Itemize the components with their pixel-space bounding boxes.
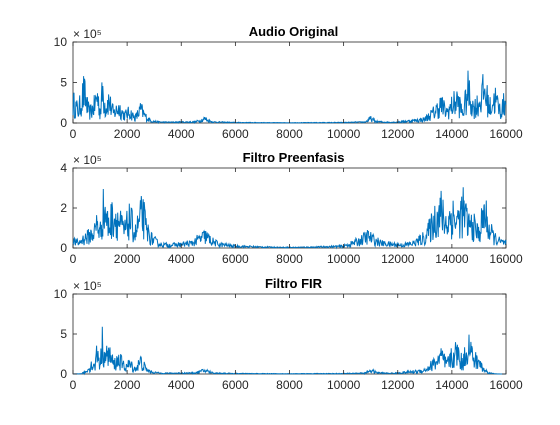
x-tick-label: 16000	[489, 378, 523, 392]
y-tick-label: 2	[60, 201, 67, 215]
x-tick-label: 16000	[489, 252, 523, 266]
x-tick-label: 6000	[222, 127, 249, 141]
subplot-title: Filtro Preenfasis	[243, 150, 345, 165]
x-tick-label: 12000	[381, 378, 415, 392]
series-line	[73, 326, 506, 376]
x-tick-label: 4000	[168, 252, 195, 266]
x-tick-label: 6000	[222, 252, 249, 266]
y-tick-label: 5	[60, 327, 67, 341]
y-tick-label: 10	[54, 35, 68, 49]
series-line	[72, 187, 507, 250]
y-exponent-label: × 10⁵	[73, 27, 102, 41]
x-tick-label: 2000	[114, 252, 141, 266]
x-tick-label: 0	[70, 127, 77, 141]
subplot-1: 0 2000 4000 6000 8000 10000 12000 14000 16000 0 5 1…	[54, 24, 523, 141]
subplot-title: Audio Original	[249, 24, 339, 39]
x-tick-label: 14000	[435, 378, 469, 392]
x-tick-label: 4000	[168, 378, 195, 392]
x-tick-label: 6000	[222, 378, 249, 392]
y-tick-label: 0	[60, 241, 67, 255]
y-exponent-label: × 10⁵	[73, 153, 102, 167]
x-tick-label: 2000	[114, 378, 141, 392]
subplot-3: 0 2000 4000 6000 8000 10000 12000 14000 16000 0 5 1…	[54, 276, 523, 392]
series-line	[72, 70, 507, 125]
y-tick-label: 0	[60, 367, 67, 381]
x-tick-label: 10000	[327, 252, 361, 266]
y-tick-label: 0	[60, 116, 67, 130]
x-tick-label: 10000	[327, 127, 361, 141]
x-tick-label: 8000	[276, 127, 303, 141]
subplot-2: 0 2000 4000 6000 8000 10000 12000 14000 16000 0 2 4…	[60, 150, 523, 266]
x-tick-label: 16000	[489, 127, 523, 141]
x-tick-label: 10000	[327, 378, 361, 392]
x-tick-label: 2000	[114, 127, 141, 141]
y-exponent-label: × 10⁵	[73, 279, 102, 293]
x-tick-label: 14000	[435, 252, 469, 266]
y-tick-label: 4	[60, 161, 67, 175]
x-tick-label: 0	[70, 252, 77, 266]
x-tick-label: 14000	[435, 127, 469, 141]
y-tick-label: 5	[60, 76, 67, 90]
x-tick-label: 0	[70, 378, 77, 392]
x-tick-label: 12000	[381, 127, 415, 141]
x-tick-label: 4000	[168, 127, 195, 141]
x-tick-label: 8000	[276, 378, 303, 392]
subplot-title: Filtro FIR	[265, 276, 323, 291]
x-tick-label: 8000	[276, 252, 303, 266]
y-tick-label: 10	[54, 287, 68, 301]
x-tick-label: 12000	[381, 252, 415, 266]
